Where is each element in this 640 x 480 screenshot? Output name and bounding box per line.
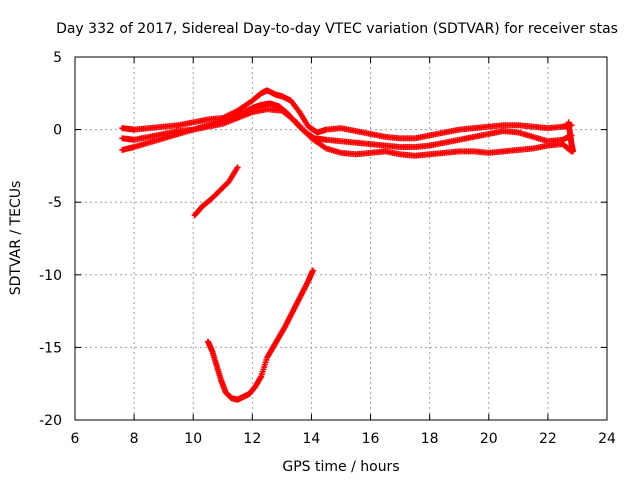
series-dip-curve: [205, 267, 316, 403]
y-tick-label: -5: [48, 195, 62, 211]
y-tick-label: -15: [39, 340, 62, 356]
y-axis: -20 -15 -10 -5 0 5: [39, 50, 607, 429]
x-tick-label: 8: [130, 431, 139, 447]
x-tick-label: 6: [71, 431, 80, 447]
x-tick-label: 14: [303, 431, 321, 447]
y-tick-label: -10: [39, 268, 62, 284]
chart-title: Day 332 of 2017, Sidereal Day-to-day VTE…: [56, 21, 618, 37]
series-tail-spikes: [565, 119, 577, 155]
x-axis: 6 8 10 12 14 16 18 20 22 24: [71, 57, 616, 447]
data-point: [309, 267, 316, 274]
x-tick-label: 18: [421, 431, 439, 447]
y-tick-label: 0: [53, 123, 62, 139]
series-falling-arc: [191, 164, 241, 219]
y-tick-label: -20: [39, 413, 62, 429]
x-tick-label: 22: [539, 431, 557, 447]
x-tick-label: 12: [243, 431, 261, 447]
series-band-lower: [119, 106, 575, 159]
data-point: [570, 148, 577, 155]
x-tick-label: 16: [362, 431, 380, 447]
x-tick-label: 24: [598, 431, 616, 447]
plot-frame: [74, 56, 608, 421]
data-points: [119, 87, 577, 403]
y-tick-label: 5: [53, 50, 62, 66]
x-tick-label: 20: [480, 431, 498, 447]
x-tick-label: 10: [184, 431, 202, 447]
data-point: [234, 164, 241, 171]
grid-lines: [75, 57, 607, 420]
x-axis-label: GPS time / hours: [282, 459, 399, 475]
y-axis-label: SDTVAR / TECUs: [8, 181, 24, 296]
